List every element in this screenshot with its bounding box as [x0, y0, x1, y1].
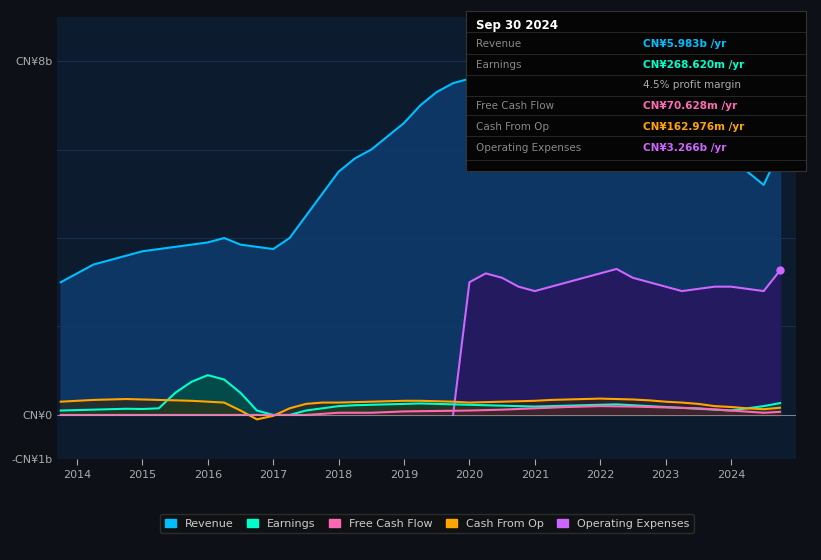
Text: Earnings: Earnings — [475, 60, 521, 69]
Text: Sep 30 2024: Sep 30 2024 — [475, 19, 557, 32]
Text: Free Cash Flow: Free Cash Flow — [475, 101, 554, 111]
Text: Operating Expenses: Operating Expenses — [475, 143, 581, 153]
Text: CN¥70.628m /yr: CN¥70.628m /yr — [643, 101, 736, 111]
Text: Cash From Op: Cash From Op — [475, 122, 548, 132]
Text: CN¥5.983b /yr: CN¥5.983b /yr — [643, 39, 726, 49]
Text: CN¥3.266b /yr: CN¥3.266b /yr — [643, 143, 726, 153]
Legend: Revenue, Earnings, Free Cash Flow, Cash From Op, Operating Expenses: Revenue, Earnings, Free Cash Flow, Cash … — [160, 514, 694, 533]
Text: Revenue: Revenue — [475, 39, 521, 49]
Text: CN¥162.976m /yr: CN¥162.976m /yr — [643, 122, 744, 132]
Text: 4.5% profit margin: 4.5% profit margin — [643, 81, 741, 90]
Text: CN¥268.620m /yr: CN¥268.620m /yr — [643, 60, 744, 69]
